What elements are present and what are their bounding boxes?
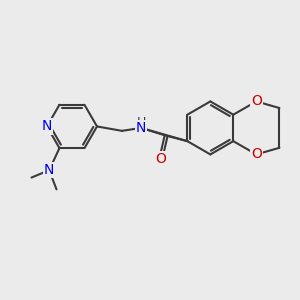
Text: O: O	[251, 94, 262, 108]
Text: N: N	[44, 163, 54, 177]
Text: N: N	[136, 121, 146, 135]
Text: N: N	[42, 119, 52, 134]
Text: H: H	[136, 116, 146, 129]
Text: O: O	[155, 152, 166, 166]
Text: O: O	[251, 147, 262, 161]
